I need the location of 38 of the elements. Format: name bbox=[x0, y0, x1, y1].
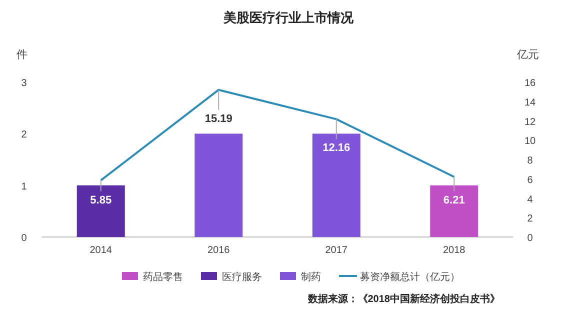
legend: 募资净额总计（亿元） bbox=[339, 272, 460, 283]
line-series bbox=[100, 88, 456, 182]
y-tick-label: 2 bbox=[21, 130, 28, 141]
source-note: 数据来源：《2018中国新经济创投白皮书》 bbox=[306, 293, 500, 305]
legend-label: 募资净额总计（亿元） bbox=[360, 271, 460, 283]
y2-tick-label: 16 bbox=[524, 78, 536, 89]
x-tick-label: 2018 bbox=[443, 245, 466, 256]
y2-tick-label: 2 bbox=[527, 214, 534, 225]
legend: 制药 bbox=[280, 272, 321, 283]
x-tick-label: 2017 bbox=[325, 245, 348, 256]
y-axis-title: 件 bbox=[16, 49, 28, 61]
data-label: 5.85 bbox=[90, 194, 112, 206]
legend: 药品零售 bbox=[122, 272, 183, 283]
y2-axis-title: 亿元 bbox=[516, 49, 539, 61]
legend: 医疗服务 bbox=[201, 272, 262, 283]
x-tick-label: 2016 bbox=[208, 245, 230, 256]
x-tick-label: 2014 bbox=[90, 245, 112, 256]
data-label: 12.16 bbox=[322, 142, 350, 154]
data-label: 12.16 bbox=[322, 118, 350, 154]
data-label: 15.19 bbox=[204, 89, 232, 125]
legend-label: 药品零售 bbox=[143, 271, 183, 283]
y-tick-label: 0 bbox=[21, 233, 28, 244]
chart-title: 美股医疗行业上市情况 bbox=[222, 10, 354, 25]
y2-tick-label: 4 bbox=[527, 194, 534, 206]
y2-tick-label: 14 bbox=[524, 97, 536, 108]
y2-tick-label: 10 bbox=[524, 136, 536, 148]
data-label: 6.21 bbox=[443, 194, 465, 206]
legend-label: 医疗服务 bbox=[222, 271, 262, 283]
data-label: 15.19 bbox=[204, 112, 232, 125]
data-label: 6.21 bbox=[443, 176, 465, 206]
y2-tick-label: 8 bbox=[527, 156, 534, 166]
legend-label: 制药 bbox=[301, 271, 321, 283]
y-tick-label: 3 bbox=[21, 78, 28, 89]
y2-tick-label: 0 bbox=[527, 233, 534, 244]
y2-tick-label: 12 bbox=[524, 116, 536, 128]
y-tick-label: 1 bbox=[21, 181, 28, 192]
y2-tick-label: 6 bbox=[527, 174, 534, 186]
data-label: 5.85 bbox=[90, 180, 112, 206]
